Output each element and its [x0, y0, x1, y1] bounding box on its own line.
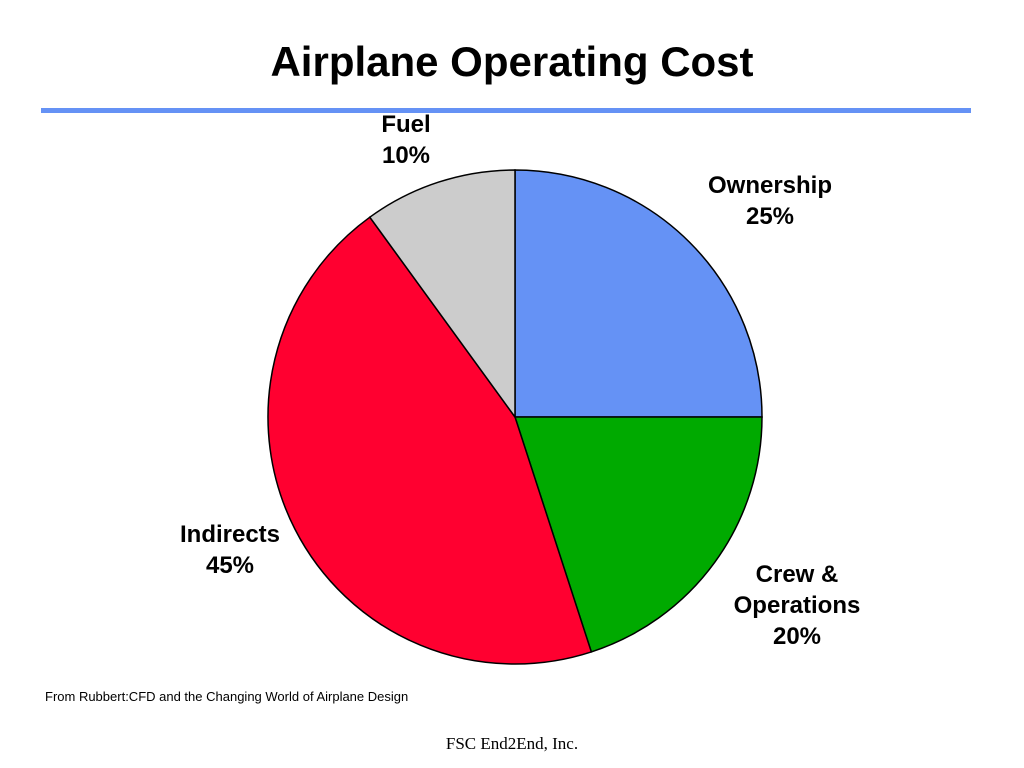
pie-slice-label-line: Indirects	[180, 521, 280, 548]
pie-slice-label-line: Fuel	[381, 111, 430, 138]
pie-slice-1	[513, 416, 763, 653]
pie-slice-2	[267, 216, 593, 665]
pie-labels: Ownership 25% Crew & Operations 20% Indirects…	[180, 111, 860, 650]
pie-slice-label-line: 10%	[382, 142, 430, 169]
source-note: From Rubbert:CFD and the Changing World …	[45, 689, 409, 704]
pie-slice-label-line: Ownership	[708, 172, 832, 199]
pie-slice-label-1: Crew & Operations 20%	[734, 561, 861, 650]
pie-slices	[267, 169, 763, 665]
pie-slice-0	[514, 169, 763, 418]
pie-slice-label-0: Ownership 25%	[708, 172, 832, 230]
pie-slice-label-line: Operations	[734, 592, 861, 619]
pie-slice-3	[368, 169, 516, 420]
pie-slice-label-line: 25%	[746, 203, 794, 230]
pie-slice-label-line: Crew &	[756, 561, 839, 588]
pie-slice-label-line: 20%	[773, 623, 821, 650]
pie-slice-label-3: Fuel 10%	[381, 111, 430, 169]
slide-title: Airplane Operating Cost	[270, 38, 754, 85]
pie-slice-label-2: Indirects 45%	[180, 521, 280, 579]
title-underline	[41, 108, 971, 113]
pie-slice-label-line: 45%	[206, 552, 254, 579]
footer-company: FSC End2End, Inc.	[445, 734, 579, 753]
